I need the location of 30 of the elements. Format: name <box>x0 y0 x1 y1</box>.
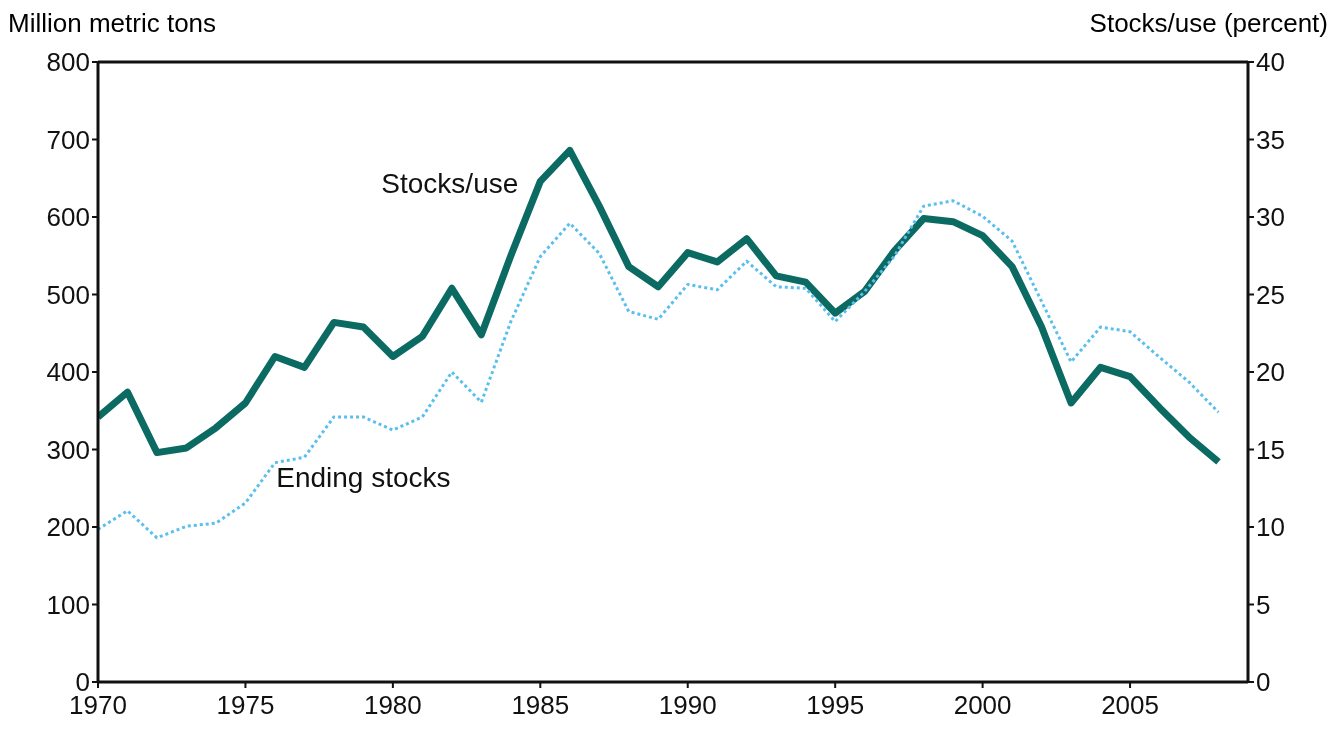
line-series <box>98 199 1221 540</box>
y2-tick-label: 40 <box>1256 47 1285 78</box>
y-tick-label: 400 <box>46 357 90 388</box>
series-label: Ending stocks <box>276 461 451 493</box>
y2-tick-label: 20 <box>1256 357 1285 388</box>
y2-axis-title: Stocks/use (percent) <box>1089 8 1328 40</box>
y2-tick-label: 5 <box>1256 589 1271 620</box>
x-tick-label: 1990 <box>658 690 717 721</box>
y2-tick-label: 15 <box>1256 434 1285 465</box>
x-tick-label: 1985 <box>511 690 570 721</box>
y-tick-label: 600 <box>46 202 90 233</box>
x-tick-label: 2005 <box>1101 690 1159 721</box>
y2-tick-label: 10 <box>1256 512 1285 543</box>
y2-tick-label: 35 <box>1256 124 1285 155</box>
y-tick-label: 700 <box>46 124 90 155</box>
series-label: Stocks/use <box>381 168 519 200</box>
y-tick-label: 200 <box>46 512 90 543</box>
y-tick-label: 100 <box>46 589 90 620</box>
y-tick-label: 300 <box>46 434 90 465</box>
x-tick-label: 1995 <box>806 690 865 721</box>
x-tick-label: 2000 <box>953 690 1012 721</box>
y2-tick-label: 0 <box>1256 667 1271 698</box>
y-tick-label: 500 <box>46 279 90 310</box>
x-tick-label: 1970 <box>69 690 127 721</box>
y2-tick-label: 25 <box>1256 279 1285 310</box>
x-tick-label: 1975 <box>216 690 275 721</box>
x-tick-label: 1980 <box>363 690 422 721</box>
y-tick-label: 800 <box>46 47 90 78</box>
y-axis-title: Million metric tons <box>8 8 217 40</box>
y2-tick-label: 30 <box>1256 202 1285 233</box>
